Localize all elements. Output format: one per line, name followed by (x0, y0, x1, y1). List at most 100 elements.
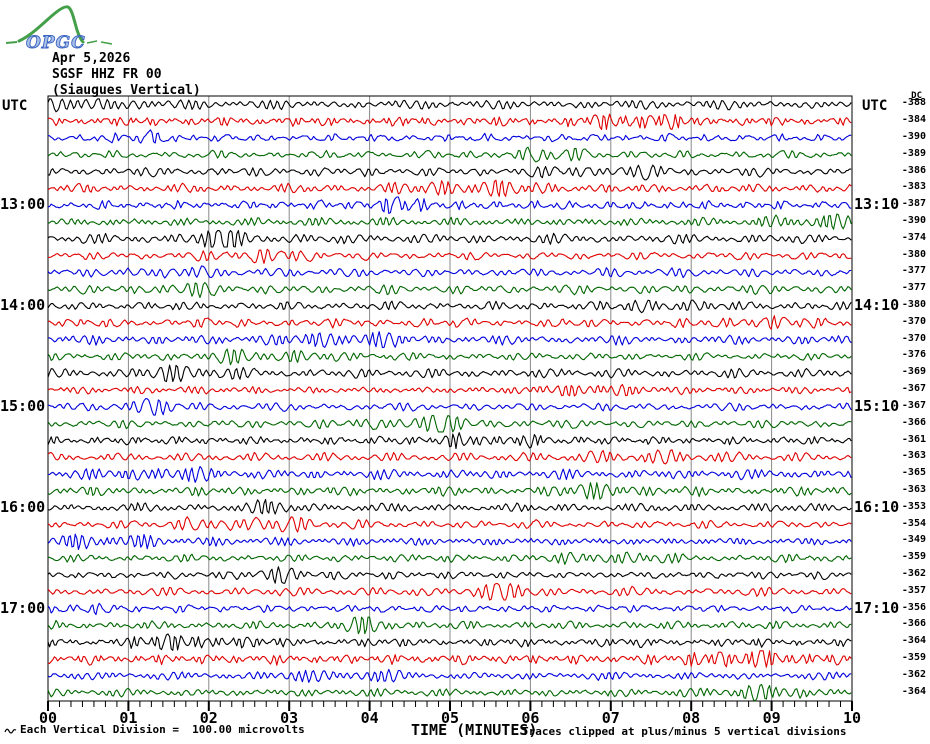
dc-offset-value: -367 (901, 400, 926, 411)
dc-offset-value: -363 (901, 450, 926, 461)
dc-offset-value: -362 (901, 568, 926, 579)
x-tick-label: 02 (199, 709, 218, 727)
seismogram-trace (47, 179, 852, 197)
dc-offset-value: -349 (901, 534, 926, 545)
seismogram-trace (47, 551, 852, 565)
hour-label-right: 17:10 (854, 599, 900, 617)
dc-offset-value: -367 (901, 383, 926, 394)
seismogram-trace (47, 213, 852, 230)
seismogram-trace (47, 432, 852, 450)
dc-offset-value: -390 (901, 215, 926, 226)
dc-offset-value: -389 (901, 148, 926, 159)
dc-offset-value: -370 (901, 316, 926, 327)
dc-offset-value: -383 (901, 181, 926, 192)
dc-offset-value: -362 (901, 669, 926, 680)
logo-mountain-icon (17, 5, 85, 44)
dc-offset-value: -380 (901, 299, 926, 310)
dc-offset-value: -387 (901, 198, 926, 209)
seismogram-trace (47, 583, 852, 601)
dc-offset-value: -376 (901, 349, 926, 360)
vertical-division-note: Each Vertical Division = 100.00 microvol… (20, 723, 305, 736)
dc-offset-value: -364 (901, 635, 926, 646)
hour-label-right: 13:10 (854, 195, 900, 213)
seismogram-trace (47, 230, 852, 248)
x-tick-label: 10 (842, 709, 862, 727)
utc-label-right: UTC (862, 98, 888, 114)
seismogram-trace (47, 398, 852, 416)
seismogram-trace (47, 196, 852, 214)
header-channel: SGSF HHZ FR 00 (52, 67, 162, 82)
seismogram-trace (47, 348, 852, 366)
seismogram-trace (47, 146, 852, 163)
seismogram-trace (47, 164, 852, 181)
logo-dash-right (86, 40, 113, 45)
x-tick-label: 05 (440, 709, 460, 727)
seismogram-trace (47, 650, 852, 668)
seismogram-trace (47, 113, 852, 130)
hour-label-right: 15:10 (854, 397, 900, 415)
seismogram-trace (47, 683, 852, 702)
dc-offset-value: -384 (901, 114, 926, 125)
opgc-logo: OPGC (5, 5, 113, 53)
dc-offset-value: -363 (901, 484, 926, 495)
seismogram-trace (47, 602, 852, 616)
seismogram-trace (47, 668, 852, 683)
seismogram-trace (47, 129, 852, 144)
utc-label-left: UTC (2, 98, 28, 114)
hour-label-left: 17:00 (0, 599, 46, 617)
dc-offset-value: -365 (901, 467, 926, 478)
dc-offset-value: -356 (901, 602, 926, 613)
x-tick-label: 00 (38, 709, 58, 727)
dc-offset-value: -366 (901, 618, 926, 629)
clip-note: Traces clipped at plus/minus 5 vertical … (522, 725, 847, 738)
x-tick-label: 08 (682, 709, 701, 727)
hour-label-left: 15:00 (0, 397, 46, 415)
dc-offset-value: -388 (901, 97, 926, 108)
seismogram-trace (47, 414, 852, 433)
seismogram-trace (47, 364, 852, 383)
hour-label-left: 14:00 (0, 296, 46, 314)
dc-offset-value: -370 (901, 333, 926, 344)
time-axis-label: TIME (MINUTES) (411, 721, 538, 739)
seismogram-trace (47, 498, 852, 515)
seismogram-trace (47, 265, 852, 279)
dc-offset-value: -354 (901, 518, 926, 529)
dc-offset-value: -390 (901, 131, 926, 142)
dc-offset-value: -364 (901, 686, 926, 697)
logo-dash-left (5, 41, 18, 44)
dc-offset-value: -377 (901, 282, 926, 293)
hour-label-right: 16:10 (854, 498, 900, 516)
dc-offset-value: -369 (901, 366, 926, 377)
dc-offset-value: -357 (901, 585, 926, 596)
seismogram-trace (47, 282, 852, 299)
dc-offset-value: -386 (901, 165, 926, 176)
seismogram-trace (47, 566, 852, 584)
hour-label-right: 14:10 (854, 296, 900, 314)
dc-offset-value: -359 (901, 551, 926, 562)
x-tick-label: 04 (360, 709, 379, 727)
seismogram-trace (47, 315, 852, 330)
seismogram-trace (48, 248, 852, 264)
x-tick-label: 09 (762, 709, 781, 727)
dc-offset-value: -361 (901, 434, 926, 445)
seismogram-trace (47, 465, 852, 483)
seismogram-trace (47, 449, 852, 465)
seismogram-trace (47, 299, 852, 314)
header-date: Apr 5,2026 (52, 51, 131, 66)
dc-offset-value: -377 (901, 265, 926, 276)
seismogram-trace (47, 516, 852, 533)
x-tick-label: 03 (280, 709, 299, 727)
header-block: Apr 5,2026 SGSF HHZ FR 00 (Siaugues Vert… (52, 51, 201, 99)
seismogram-trace (47, 482, 852, 500)
x-tick-label: 01 (119, 709, 138, 727)
dc-offset-value: -359 (901, 652, 926, 663)
hour-label-left: 16:00 (0, 498, 46, 516)
seismogram-trace (47, 533, 852, 551)
dc-offset-value: -380 (901, 249, 926, 260)
x-tick-label: 07 (601, 709, 620, 727)
x-tick-label: 06 (521, 709, 540, 727)
seismogram-trace (47, 616, 852, 635)
dc-column-header: DC (911, 91, 922, 101)
